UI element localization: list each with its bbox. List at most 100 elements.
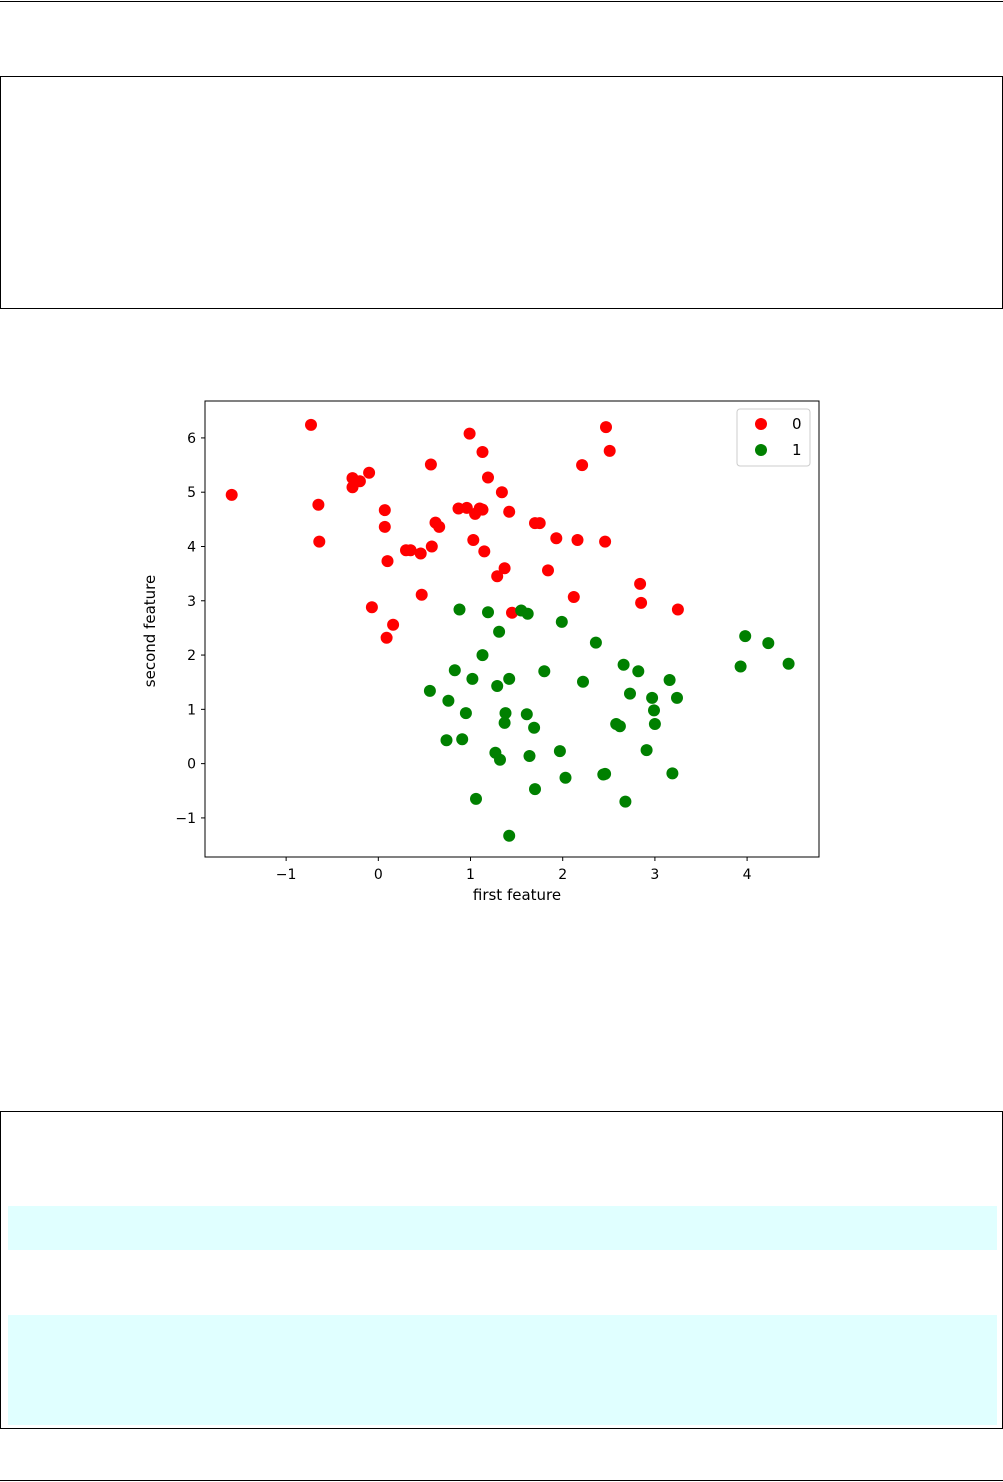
scatter-point-s1-24 (529, 783, 541, 796)
scatter-point-s1-36 (619, 795, 632, 808)
scatter-point-s1-32 (599, 767, 612, 780)
code-cell-bottom (0, 1111, 1003, 1429)
scatter-point-s0-45 (600, 421, 612, 434)
scatter-point-s0-35 (503, 505, 516, 518)
scatter-point-s1-42 (648, 718, 661, 730)
y-axis-label: second feature (141, 575, 159, 687)
scatter-point-s0-10 (378, 520, 391, 533)
scatter-point-s1-3 (448, 664, 461, 677)
scatter-point-s0-16 (414, 547, 427, 560)
scatter-point-s1-28 (559, 771, 572, 784)
scatter-point-s1-22 (523, 750, 536, 762)
scatter-point-s1-40 (646, 691, 659, 704)
scatter-point-s0-49 (671, 603, 684, 616)
scatter-point-s0-1 (305, 418, 317, 431)
page-top-rule (0, 1, 1003, 2)
scatter-point-s1-29 (577, 675, 589, 688)
scatter-point-s1-8 (470, 792, 482, 805)
scatter-point-s0-19 (425, 540, 438, 553)
scatter-point-s1-37 (624, 687, 636, 700)
scatter-point-s0-31 (482, 471, 494, 484)
scatter-point-s0-48 (635, 596, 648, 609)
scatter-point-s0-38 (533, 517, 546, 530)
scatter-point-s0-34 (498, 562, 511, 575)
scatter-point-s0-25 (467, 534, 480, 546)
scatter-point-s0-29 (476, 446, 489, 458)
scatter-point-s1-23 (528, 721, 541, 734)
x-tick-label-0: −1 (276, 867, 297, 883)
scatter-point-s0-11 (380, 631, 393, 644)
scatter-point-s1-6 (459, 707, 472, 720)
scatter-point-s1-18 (503, 829, 516, 842)
scatter-point-s1-26 (553, 745, 566, 758)
plot-frame (204, 400, 820, 858)
scatter-point-s1-20 (520, 708, 533, 721)
page-bottom-rule (0, 1480, 1003, 1481)
scatter-point-s1-21 (521, 607, 534, 620)
scatter-point-s0-41 (567, 591, 580, 603)
scatter-point-s1-49 (782, 657, 795, 670)
y-tick-label-7: 6 (187, 431, 196, 447)
scatter-chart: −1 0 1 2 3 4 −1 0 1 2 3 4 5 6 first feature second feat… (141, 400, 820, 904)
x-tick-label-1: 0 (374, 867, 383, 883)
scatter-point-s1-5 (456, 733, 469, 746)
scatter-point-s0-30 (478, 545, 491, 558)
scatter-point-s0-6 (353, 475, 366, 488)
y-tick-label-1: 0 (187, 757, 196, 773)
scatter-point-s1-25 (538, 665, 551, 678)
scatter-point-s1-10 (482, 606, 494, 619)
scatter-point-s1-1 (440, 734, 453, 747)
scatter-point-s0-12 (381, 555, 394, 568)
scatter-point-s0-36 (506, 606, 518, 619)
scatter-point-s0-32 (491, 570, 504, 583)
scatter-point-s1-9 (476, 649, 489, 662)
scatter-point-s0-39 (542, 564, 554, 577)
scatter-point-s0-8 (365, 601, 378, 614)
scatter-point-s1-0 (423, 684, 436, 697)
y-tick-label-6: 5 (187, 485, 196, 501)
scatter-point-s0-9 (378, 504, 391, 517)
scatter-point-s1-7 (466, 672, 479, 685)
scatter-point-s1-14 (494, 753, 506, 766)
y-tick-label-3: 2 (187, 648, 196, 664)
scatter-point-s1-4 (453, 603, 466, 616)
scatter-point-s1-15 (498, 716, 511, 729)
scatter-point-s0-28 (476, 503, 489, 516)
scatter-point-s0-0 (225, 488, 238, 501)
scatter-point-s1-41 (648, 704, 660, 717)
scatter-point-s0-40 (550, 532, 563, 545)
scatter-point-s0-44 (599, 535, 612, 548)
code-cell-top (0, 76, 1003, 309)
x-tick-label-4: 3 (650, 867, 659, 883)
y-tick-label-4: 3 (187, 594, 196, 610)
scatter-point-s1-35 (617, 658, 630, 671)
scatter-point-s1-45 (671, 691, 683, 704)
highlight-band-1 (8, 1206, 997, 1250)
scatter-point-s0-46 (603, 444, 616, 457)
y-tick-label-0: −1 (175, 811, 196, 827)
scatter-point-s0-15 (404, 544, 417, 557)
scatter-point-s0-2 (312, 498, 325, 511)
scatter-point-s1-38 (632, 665, 645, 678)
scatter-point-s1-12 (491, 680, 504, 692)
legend-label-0: 0 (792, 415, 802, 433)
legend-label-1: 1 (792, 441, 802, 459)
scatter-point-s1-47 (739, 630, 752, 643)
y-tick-label-5: 4 (187, 539, 196, 555)
scatter-point-s0-17 (415, 588, 428, 601)
scatter-point-s1-39 (640, 744, 653, 757)
scatter-point-s0-23 (460, 501, 473, 514)
scatter-point-s0-21 (433, 520, 446, 533)
scatter-point-s0-3 (313, 535, 326, 548)
scatter-point-s1-13 (493, 625, 506, 638)
scatter-point-s0-7 (363, 466, 376, 479)
scatter-point-s0-47 (634, 577, 647, 590)
scatter-point-s0-13 (387, 618, 400, 631)
scatter-point-s0-24 (463, 427, 476, 440)
y-tick-label-2: 1 (187, 702, 196, 718)
scatter-point-s1-46 (734, 660, 747, 673)
x-tick-label-3: 2 (558, 867, 567, 883)
scatter-point-s0-33 (495, 486, 508, 499)
scatter-point-s1-48 (762, 637, 775, 650)
scatter-point-s1-27 (555, 615, 568, 628)
